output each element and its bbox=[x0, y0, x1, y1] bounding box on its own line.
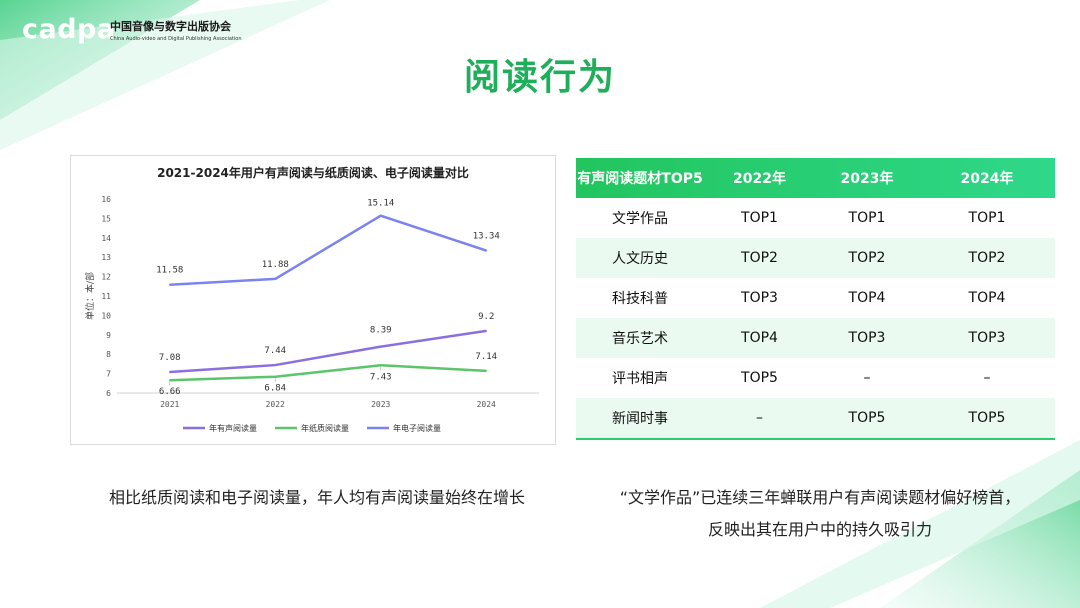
table-row: 评书相声 TOP5 – – bbox=[576, 358, 1055, 398]
table-cell: TOP5 bbox=[741, 370, 778, 386]
caption-right: “文学作品”已连续三年蝉联用户有声阅读题材偏好榜首， 反映出其在用户中的持久吸引… bbox=[585, 482, 1055, 546]
data-point bbox=[168, 379, 171, 381]
table-cell: TOP3 bbox=[741, 290, 778, 306]
table-cell: – bbox=[863, 370, 871, 386]
x-tick-label: 2022 bbox=[266, 400, 285, 409]
topic-ranking-table-wrap: 有声阅读题材TOP5 2022年 2023年 2024年 文学作品 TOP1 T… bbox=[576, 158, 1055, 440]
data-point bbox=[168, 371, 171, 373]
data-point bbox=[274, 364, 277, 366]
table-cell: TOP1 bbox=[968, 210, 1006, 226]
table-header-cell: 2024年 bbox=[960, 171, 1014, 187]
data-label: 15.14 bbox=[367, 199, 394, 209]
table-cell: TOP2 bbox=[815, 238, 919, 278]
table-cell: – bbox=[983, 370, 991, 386]
data-point bbox=[379, 364, 382, 367]
chart-panel: 2021-2024年用户有声阅读与纸质阅读、电子阅读量对比单位：本/部 6 7 8 9 1… bbox=[70, 155, 556, 445]
data-label: 7.08 bbox=[159, 353, 181, 363]
org-name-en: China Audio-video and Digital Publishing… bbox=[110, 36, 242, 42]
table-header-cell: 有声阅读题材TOP5 bbox=[577, 171, 703, 187]
caption-right-line1: “文学作品”已连续三年蝉联用户有声阅读题材偏好榜首， bbox=[619, 488, 1021, 507]
logo-mark: cadpa bbox=[22, 14, 116, 45]
y-tick-label: 14 bbox=[101, 234, 111, 243]
y-tick-label: 10 bbox=[101, 311, 111, 320]
table-cell: TOP5 bbox=[919, 398, 1055, 440]
data-point bbox=[485, 330, 488, 332]
caption-right-line2: 反映出其在用户中的持久吸引力 bbox=[707, 520, 932, 539]
data-point bbox=[379, 345, 382, 348]
legend-label: 年有声阅读量 bbox=[209, 423, 257, 433]
org-name-cn: 中国音像与数字出版协会 bbox=[110, 20, 231, 33]
data-point bbox=[168, 283, 171, 286]
table-cell: 新闻时事 bbox=[576, 398, 704, 440]
y-tick-label: 13 bbox=[101, 253, 111, 262]
data-point bbox=[274, 375, 277, 378]
data-label: 6.84 bbox=[264, 384, 286, 394]
y-tick-label: 8 bbox=[106, 350, 111, 359]
table-cell: 音乐艺术 bbox=[576, 318, 704, 358]
data-point bbox=[379, 214, 382, 217]
data-label: 9.2 bbox=[478, 312, 494, 322]
y-axis-label: 单位：本/部 bbox=[84, 272, 96, 320]
data-label: 11.88 bbox=[262, 260, 289, 270]
y-tick-label: 7 bbox=[106, 370, 111, 379]
x-tick-label: 2021 bbox=[160, 400, 179, 409]
y-tick-label: 15 bbox=[101, 214, 111, 223]
table-cell: TOP3 bbox=[815, 318, 919, 358]
table-cell: TOP4 bbox=[704, 318, 815, 358]
table-cell: TOP1 bbox=[741, 210, 778, 226]
chart-title: 2021-2024年用户有声阅读与纸质阅读、电子阅读量对比 bbox=[157, 165, 469, 180]
data-label: 6.66 bbox=[159, 387, 181, 397]
table-cell: 评书相声 bbox=[612, 371, 668, 387]
data-label: 7.14 bbox=[475, 352, 497, 362]
table-cell: TOP4 bbox=[848, 290, 886, 306]
data-point bbox=[485, 370, 488, 372]
data-point bbox=[485, 249, 488, 252]
x-tick-label: 2024 bbox=[477, 400, 496, 409]
table-cell: TOP5 bbox=[815, 398, 919, 440]
page-title: 阅读行为 bbox=[463, 57, 616, 98]
topic-ranking-table: 有声阅读题材TOP5 2022年 2023年 2024年 文学作品 TOP1 T… bbox=[576, 158, 1055, 440]
table-row: 音乐艺术 TOP4 TOP3 TOP3 bbox=[576, 318, 1055, 358]
table-cell: 人文历史 bbox=[576, 238, 704, 278]
table-cell: 文学作品 bbox=[612, 211, 668, 227]
table-header-row: 有声阅读题材TOP5 2022年 2023年 2024年 bbox=[576, 158, 1055, 198]
series-line-3 bbox=[169, 214, 487, 286]
table-row: 人文历史 TOP2 TOP2 TOP2 bbox=[576, 238, 1055, 278]
table-header-cell: 2023年 bbox=[840, 171, 894, 187]
series-line-1 bbox=[169, 329, 487, 374]
x-tick-label: 2023 bbox=[371, 400, 390, 409]
table-row: 文学作品 TOP1 TOP1 TOP1 bbox=[576, 198, 1055, 238]
table-cell: TOP2 bbox=[919, 238, 1055, 278]
table-row: 科技科普 TOP3 TOP4 TOP4 bbox=[576, 278, 1055, 318]
y-tick-label: 6 bbox=[106, 389, 111, 398]
y-tick-label: 16 bbox=[101, 195, 111, 204]
y-tick-label: 9 bbox=[106, 331, 111, 340]
table-cell: TOP2 bbox=[704, 238, 815, 278]
table-cell: TOP4 bbox=[968, 290, 1006, 306]
data-label: 7.43 bbox=[370, 372, 392, 382]
legend-label: 年电子阅读量 bbox=[393, 423, 441, 433]
table-cell: – bbox=[704, 398, 815, 440]
caption-left: 相比纸质阅读和电子阅读量，年人均有声阅读量始终在增长 bbox=[108, 488, 525, 507]
data-label: 7.44 bbox=[264, 346, 286, 356]
series-line-2 bbox=[169, 364, 487, 382]
data-label: 8.39 bbox=[370, 326, 392, 336]
data-label: 11.58 bbox=[156, 266, 183, 276]
legend-label: 年纸质阅读量 bbox=[301, 423, 349, 433]
corner-shape-top-left-light bbox=[0, 0, 330, 150]
data-point bbox=[274, 278, 277, 280]
table-row: 新闻时事 – TOP5 TOP5 bbox=[576, 398, 1055, 440]
corner-shape-bottom-right-light bbox=[760, 440, 1080, 608]
data-label: 13.34 bbox=[473, 232, 500, 242]
y-tick-label: 11 bbox=[101, 292, 111, 301]
table-cell: TOP3 bbox=[919, 318, 1055, 358]
table-cell: 科技科普 bbox=[612, 291, 668, 307]
table-cell: TOP1 bbox=[848, 210, 886, 226]
y-tick-label: 12 bbox=[101, 273, 111, 282]
table-header-cell: 2022年 bbox=[733, 171, 786, 187]
